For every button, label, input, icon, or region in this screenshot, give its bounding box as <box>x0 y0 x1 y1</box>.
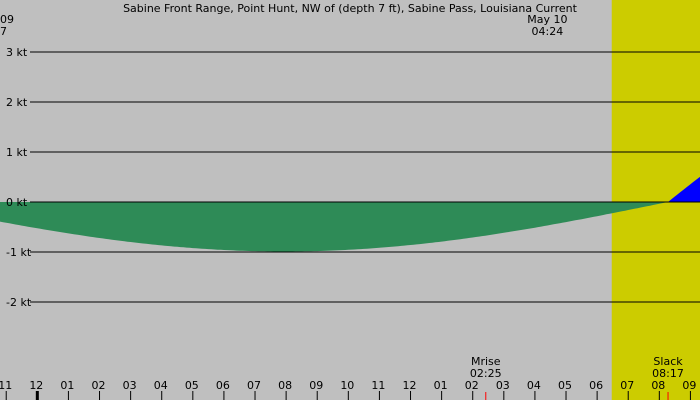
x-hour-label: 01 <box>60 379 74 392</box>
x-hour-label: 02 <box>92 379 106 392</box>
y-tick-label: -2 kt <box>6 296 32 309</box>
x-hour-label: 12 <box>29 379 43 392</box>
chart-title: Sabine Front Range, Point Hunt, NW of (d… <box>123 2 578 15</box>
bottom-event-line1: Slack <box>653 355 683 368</box>
x-hour-label: 12 <box>403 379 417 392</box>
top-event-line1: May 10 <box>527 13 567 26</box>
x-hour-label: 06 <box>589 379 603 392</box>
x-hour-label: 10 <box>340 379 354 392</box>
x-hour-label: 08 <box>651 379 665 392</box>
x-hour-label: 07 <box>247 379 261 392</box>
x-hour-label: 08 <box>278 379 292 392</box>
y-tick-label: 0 kt <box>6 196 28 209</box>
y-tick-label: -1 kt <box>6 246 32 259</box>
x-hour-label: 05 <box>558 379 572 392</box>
bottom-event-line1: Mrise <box>471 355 501 368</box>
bottom-event-line2: 08:17 <box>652 367 684 380</box>
x-hour-label: 09 <box>682 379 696 392</box>
y-tick-label: 3 kt <box>6 46 28 59</box>
x-hour-label: 03 <box>496 379 510 392</box>
ebb-area-morning <box>0 202 668 252</box>
x-hour-label: 07 <box>620 379 634 392</box>
top-event-line2: 04:24 <box>532 25 564 38</box>
x-hour-label: 06 <box>216 379 230 392</box>
x-hour-label: 04 <box>154 379 168 392</box>
x-hour-label: 11 <box>0 379 12 392</box>
top-event-line2: 7 <box>0 25 7 38</box>
x-hour-label: 11 <box>371 379 385 392</box>
y-tick-label: 2 kt <box>6 96 28 109</box>
x-hour-label: 01 <box>434 379 448 392</box>
x-hour-label: 05 <box>185 379 199 392</box>
x-hour-label: 04 <box>527 379 541 392</box>
x-hour-label: 09 <box>309 379 323 392</box>
flood-area <box>668 176 700 202</box>
bottom-event-line2: 02:25 <box>470 367 502 380</box>
x-hour-label: 02 <box>465 379 479 392</box>
top-event-line1: 09 <box>0 13 14 26</box>
x-hour-label: 03 <box>123 379 137 392</box>
y-tick-label: 1 kt <box>6 146 28 159</box>
